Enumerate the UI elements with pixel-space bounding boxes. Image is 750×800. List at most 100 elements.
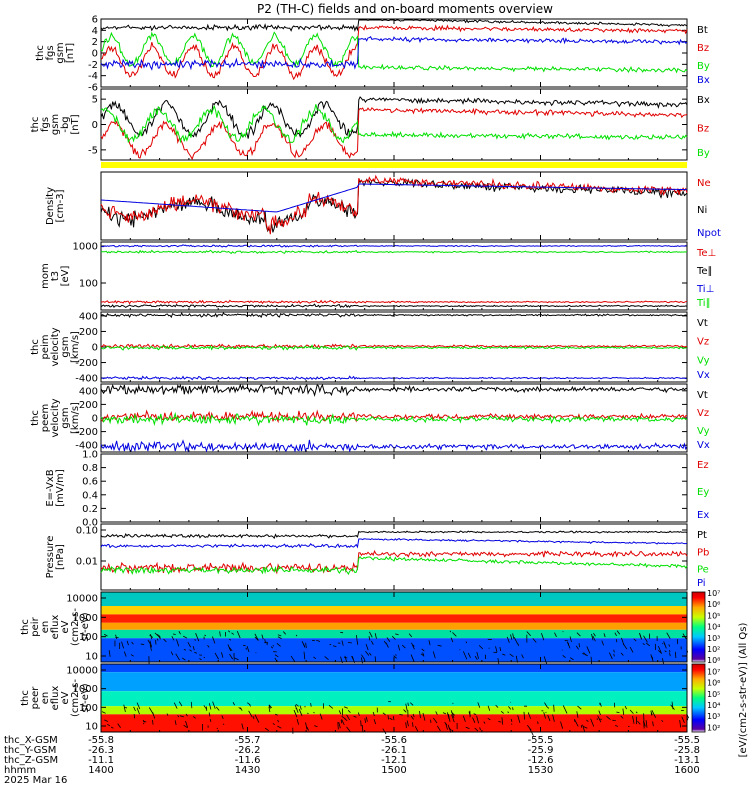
panel-elec-spec-noise xyxy=(192,716,196,719)
panel-ion-spec-noise xyxy=(410,654,415,663)
panel-elec-spec-noise xyxy=(560,721,564,729)
ephem-value: -55.7 xyxy=(235,735,261,746)
fgs-series-Bz xyxy=(100,24,688,81)
panel-ion-spec-ytick-label: 1000 xyxy=(73,613,98,624)
panel-ion-spec-noise xyxy=(509,653,514,658)
panel-elec-spec-noise xyxy=(442,712,447,715)
panel-ion-spec-noise xyxy=(664,650,667,653)
panel-ion-spec-noise xyxy=(437,644,442,647)
panel-elec-spec-noise xyxy=(117,723,121,728)
panel-elec-spec-noise xyxy=(597,715,602,723)
panel-ion-spec-noise xyxy=(385,642,389,648)
panel-fgs-sm-ylabel-line: -bg xyxy=(60,116,71,132)
panel-efield-ylabel-line: [mV/m] xyxy=(55,469,66,507)
panel-elec-spec-noise xyxy=(487,717,491,721)
panel-ion-spec-ytick-label: 10000 xyxy=(66,594,98,605)
panel-elec-spec-noise xyxy=(517,715,521,723)
panel-elec-spec-noise xyxy=(293,709,298,718)
panel-ion-spec-noise xyxy=(332,645,337,648)
panel-elec-spec-noise xyxy=(212,701,216,709)
panel-fgs-legend-Bx: Bx xyxy=(697,75,710,86)
pressure-series-Pi xyxy=(100,537,688,549)
panel-ion-spec-noise xyxy=(228,630,231,633)
panel-ion-spec-noise xyxy=(374,633,377,639)
panel-ion-spec-noise xyxy=(272,644,274,647)
fgs-sm-series-Bx xyxy=(100,96,688,139)
panel-ion-spec-ylabel-line: eV xyxy=(60,620,71,633)
panel-ion-spec-noise xyxy=(495,646,498,653)
panel-elec-spec-noise xyxy=(419,711,421,719)
panel-ion-spec-noise xyxy=(476,651,479,659)
panel-ion-spec-noise xyxy=(234,657,239,661)
panel-pressure-ylabel-line: Pressure xyxy=(45,536,56,579)
panel-vi-ytick-label: 400 xyxy=(79,311,98,322)
panel-vi-legend-Vy: Vy xyxy=(697,355,710,366)
ephem-value: -26.3 xyxy=(88,745,114,756)
panel-density-ylabel: Density [cm-3] xyxy=(45,187,66,225)
panel-ion-spec-noise xyxy=(270,646,274,649)
panel-elec-spec-noise xyxy=(616,711,620,714)
panel-elec-spec-noise xyxy=(635,711,638,714)
panel-efield-ytick-label: 0.0 xyxy=(82,518,98,529)
panel-ion-spec-noise xyxy=(474,655,478,660)
panel-ion-spec-noise xyxy=(642,643,645,646)
panel-elec-spec-noise xyxy=(632,716,635,724)
panel-ve-ylabel-line: gsm xyxy=(60,407,71,428)
panel-elec-spec-noise xyxy=(510,718,513,722)
panel-ion-spec-noise xyxy=(187,642,191,648)
panel-efield-ytick-label: 1.0 xyxy=(82,450,98,461)
panel-ion-spec-ylabel: thc peir en eflux eV (cm2-s-sr-eV) xyxy=(20,608,91,646)
panel-elec-spec-noise xyxy=(483,721,486,724)
panel-vi-legend-Vz: Vz xyxy=(697,337,709,348)
panel-ion-spec-noise xyxy=(149,634,154,638)
panel-elec-spec-noise xyxy=(445,723,448,730)
panel-ion-spec-noise xyxy=(181,657,186,661)
panel-elec-spec-noise xyxy=(614,725,619,727)
panel-temp-ylabel-line: mom xyxy=(40,263,51,289)
panel-elec-spec-noise xyxy=(344,718,348,722)
panel-elec-spec-noise xyxy=(552,714,555,722)
panel-elec-spec-noise xyxy=(622,708,625,716)
panel-elec-spec-noise xyxy=(409,702,414,706)
panel-elec-spec-ylabel-line: peer xyxy=(30,686,41,710)
panel-elec-spec-noise xyxy=(373,719,377,725)
panel-ion-spec-noise xyxy=(303,651,306,660)
ephem-value: -25.8 xyxy=(674,745,700,756)
panel-ion-spec-noise xyxy=(212,636,216,644)
colorbar-tick-label: 10⁷ xyxy=(707,667,720,676)
panel-ion-spec-noise xyxy=(608,652,613,660)
panel-ion-spec-noise xyxy=(526,631,531,637)
panel-ion-spec-noise xyxy=(157,634,161,640)
panel-elec-spec-noise xyxy=(340,719,343,724)
panel-ion-spec-noise xyxy=(163,638,167,643)
panel-ion-spec-noise xyxy=(467,652,471,658)
panel-ion-spec-noise xyxy=(397,644,401,651)
figure-title: P2 (TH-C) fields and on-board moments ov… xyxy=(257,2,553,16)
panel-elec-spec-ylabel-line: sr-eV) xyxy=(80,683,91,712)
panel-ion-spec-noise xyxy=(668,644,671,647)
panel-fgs-ytick-label: 2 xyxy=(92,37,98,48)
panel-elec-spec-ylabel-line: (cm2-s- xyxy=(70,679,81,717)
panel-ion-spec-noise xyxy=(585,654,588,657)
panel-ion-spec-noise xyxy=(324,656,329,660)
panel-elec-spec-noise xyxy=(232,701,235,706)
panel-ion-spec-noise xyxy=(277,634,282,637)
panel-ion-spec-noise xyxy=(115,634,118,640)
panel-ion-spec-noise xyxy=(341,640,344,646)
panel-ion-spec-noise xyxy=(391,635,396,640)
panel-elec-spec-ytick-label: 100 xyxy=(79,703,98,714)
panel-ion-spec-noise xyxy=(126,640,129,646)
panel-fgs-ylabel-line: [nT] xyxy=(65,43,76,63)
panel-elec-spec-noise xyxy=(399,713,403,716)
panel-elec-spec-noise xyxy=(343,706,348,709)
panel-ion-spec-noise xyxy=(658,645,662,654)
panel-ion-spec-noise xyxy=(172,633,176,635)
panel-elec-spec-noise xyxy=(645,720,648,728)
panel-elec-spec-noise xyxy=(661,719,664,722)
panel-ion-spec-noise xyxy=(351,655,354,660)
panel-elec-spec-noise xyxy=(338,722,341,729)
panel-temp-ylabel-line: t3 xyxy=(50,271,61,281)
panel-ion-spec-noise xyxy=(668,650,671,653)
panel-pressure-legend-Pi: Pi xyxy=(697,578,706,589)
panel-elec-spec-noise xyxy=(508,706,512,710)
